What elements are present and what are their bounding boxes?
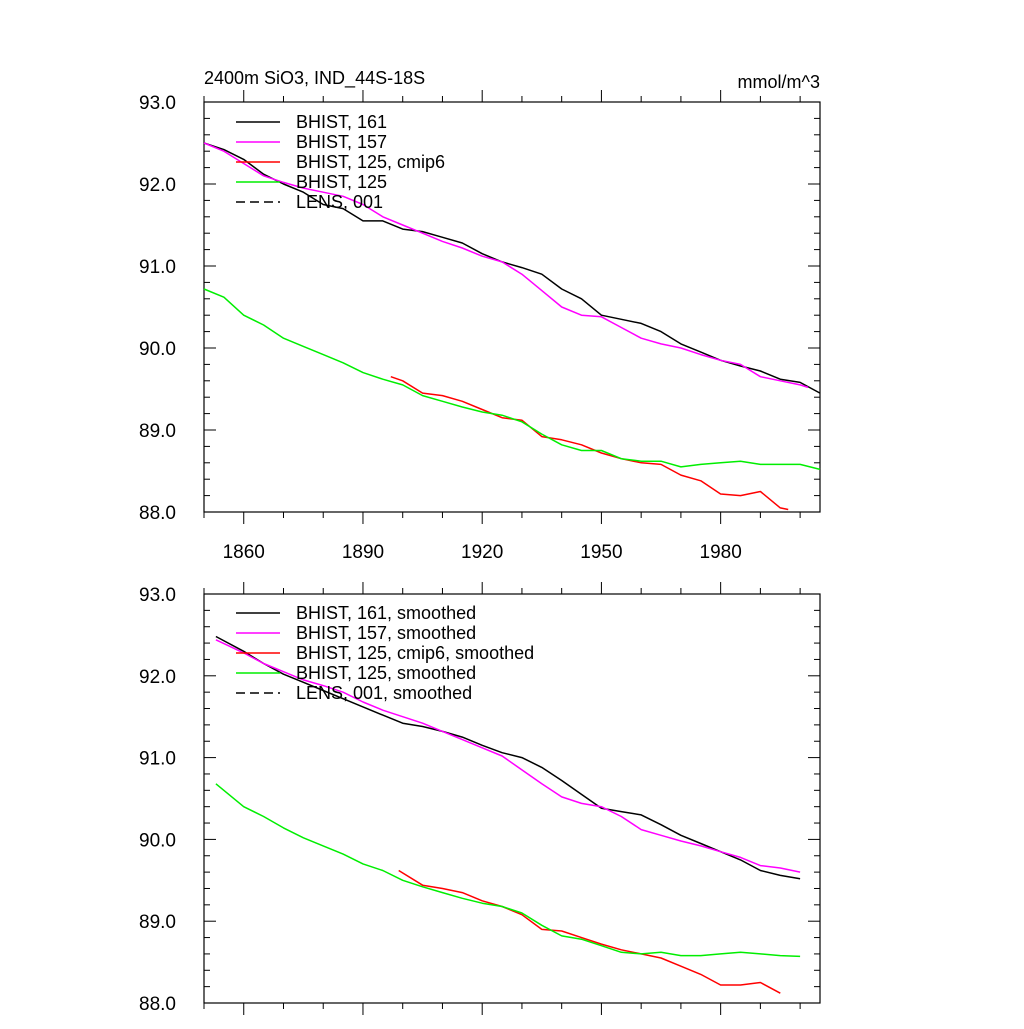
chart-panel-bottom: 88.0 89.0 90.0 91.0 92.0 93.0 BHIST, 161, smoo… [139, 582, 821, 1015]
series-line-2 [215, 639, 801, 873]
legend-label: BHIST, 125, smoothed [296, 663, 476, 683]
chart-panel-top: 2400m SiO3, IND_44S-18S mmol/m^3 88.0 89.… [139, 68, 821, 563]
x-tick-label: 1890 [342, 542, 384, 563]
series-line-1 [215, 635, 801, 880]
series-line-4 [215, 783, 801, 958]
plot-frame [203, 101, 821, 513]
y-tick-label: 91.0 [139, 749, 176, 770]
x-tick-label: 1860 [223, 542, 265, 563]
x-tick-label: 1950 [580, 542, 622, 563]
legend-label: LENS, 001 [296, 192, 383, 212]
y-tick-label: 89.0 [139, 421, 176, 442]
legend-label: BHIST, 161, smoothed [296, 603, 476, 623]
series-line-4 [203, 288, 821, 471]
y-tick-label: 90.0 [139, 830, 176, 851]
y-tick-label: 89.0 [139, 912, 176, 933]
legend-label: BHIST, 161 [296, 112, 387, 132]
chart-units: mmol/m^3 [738, 72, 820, 92]
legend-label: LENS, 001, smoothed [296, 683, 472, 703]
legend-label: BHIST, 157 [296, 132, 387, 152]
y-tick-label: 93.0 [139, 585, 176, 606]
x-tick-label: 1920 [461, 542, 503, 563]
y-tick-label: 91.0 [139, 257, 176, 278]
y-tick-label: 92.0 [139, 667, 176, 688]
y-tick-label: 92.0 [139, 175, 176, 196]
y-tick-label: 93.0 [139, 93, 176, 114]
series-line-3 [390, 375, 789, 511]
legend-label: BHIST, 125, cmip6, smoothed [296, 643, 534, 663]
series-line-2 [203, 142, 809, 389]
series-line-3 [398, 869, 781, 994]
y-tick-label: 90.0 [139, 339, 176, 360]
y-tick-label: 88.0 [139, 994, 176, 1015]
legend-label: BHIST, 125 [296, 172, 387, 192]
x-tick-label: 1980 [700, 542, 742, 563]
legend-label: BHIST, 125, cmip6 [296, 152, 445, 172]
chart-title: 2400m SiO3, IND_44S-18S [204, 68, 425, 89]
y-tick-label: 88.0 [139, 503, 176, 524]
plot-frame [203, 593, 821, 1004]
legend-label: BHIST, 157, smoothed [296, 623, 476, 643]
